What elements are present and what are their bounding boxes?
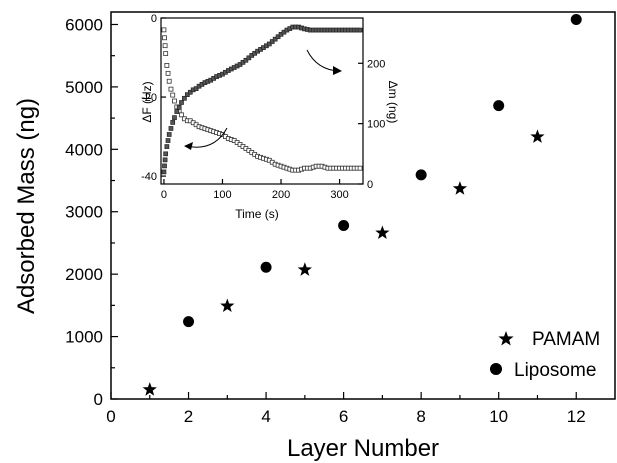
inset-mass-point [269,39,275,44]
inset-frequency-point [179,112,184,118]
inset-mass-point [275,34,281,40]
liposome-point [338,219,350,231]
inset-mass-point [172,115,177,120]
inset-x-tick-label: 200 [272,189,290,201]
legend-pamam-label: PAMAM [532,329,600,350]
inset-x-tick-label: 0 [161,189,167,201]
inset-frequency-point [172,98,177,104]
pamam-point [375,225,390,240]
inset-x-tick-label: 300 [330,189,348,201]
inset-y-tick-label: -40 [141,171,157,183]
inset-mass-point [170,120,176,125]
inset-right-arrowhead [333,66,342,75]
legend-pamam-marker [498,331,514,346]
inset-y2-tick-label: 100 [367,119,385,131]
inset-mass-point [163,151,169,157]
inset-mass-point [179,100,184,105]
main-plot-frame [110,11,616,400]
inset-x-tick-label: 100 [213,189,231,201]
inset-mass-point [184,92,190,98]
main-x-axis-title: Layer Number [287,435,439,462]
main-y-tick-label: 0 [94,390,103,409]
inset-mass-point [272,36,278,42]
main-y-tick-label: 3000 [65,203,103,222]
inset-mass-point [162,157,168,163]
inset-frequency-point [163,51,169,56]
inset-frequency-point [357,165,363,171]
inset-frequency-point [164,63,170,68]
main-x-tick-label: 6 [339,407,348,426]
inset-mass-point [174,109,180,114]
main-x-tick-label: 10 [489,407,508,426]
main-y-axis-title: Adsorbed Mass (ng) [13,98,40,314]
main-y-tick-label: 1000 [65,328,103,347]
main-y-tick-label: 4000 [65,140,103,159]
inset-y-axis-title: ΔF (Hz) [140,81,154,122]
inset-mass-point [176,104,182,110]
inset-frequency-point [166,78,172,84]
liposome-point [415,169,427,181]
inset-left-arrowhead [184,142,193,150]
main-legend: PAMAM Liposome [490,329,600,381]
inset-frequency-point [165,70,171,76]
main-x-tick-label: 12 [567,407,586,426]
inset-frequency-point [161,27,167,33]
main-x-tick-label: 8 [416,407,425,426]
main-y-tick-label: 5000 [65,78,103,97]
inset-mass-point [357,27,363,33]
inset-y2-axis-title: Δm (ng) [386,81,400,124]
inset-x-axis-title: Time (s) [235,207,279,221]
inset-mass-point [187,89,193,95]
inset-mass-point [164,144,170,149]
main-y-tick-label: 6000 [65,15,103,34]
main-y-tick-label: 2000 [65,265,103,284]
legend-liposome-marker [490,363,502,375]
inset-frequency-point [170,92,176,98]
main-data-points [142,13,582,396]
inset-mass-point [246,55,252,61]
inset-mass-point [266,41,272,47]
inset-mass-point [168,126,174,131]
liposome-point [493,100,505,112]
liposome-point [570,13,582,25]
inset-y2-tick-label: 200 [367,58,385,70]
pamam-point [530,129,545,143]
inset-mass-point [243,57,249,63]
inset-mass-point [161,169,167,175]
pamam-point [142,382,157,396]
inset-ticks: 0 100 200 300 0 -20 -40 0 100 200 [141,13,385,201]
inset-y-tick-label: 0 [151,13,157,25]
inset-frequency-point [168,86,174,92]
liposome-point [260,261,272,273]
pamam-point [452,181,468,195]
inset-mass-point [166,132,172,137]
main-x-tick-label: 0 [106,407,115,426]
main-x-tick-label: 2 [184,407,193,426]
inset-mass-point [193,86,199,91]
legend-liposome-label: Liposome [514,360,596,381]
inset-y2-tick-label: 0 [367,179,373,191]
inset-chart: 0 100 200 300 0 -20 -40 0 100 200 Time (s) ΔF (Hz… [140,13,400,221]
inset-y-tick-label: -20 [141,92,157,104]
inset-mass-point [182,95,187,101]
pamam-point [297,262,312,276]
main-x-tick-label: 4 [261,407,270,426]
inset-data-points [161,24,363,175]
inset-mass-point [162,163,167,169]
pamam-point [220,298,235,313]
liposome-point [183,316,195,328]
inset-frequency-point [162,35,167,41]
inset-plot-frame [160,17,364,185]
inset-frequency-point [162,43,168,49]
inset-mass-point [165,138,171,143]
